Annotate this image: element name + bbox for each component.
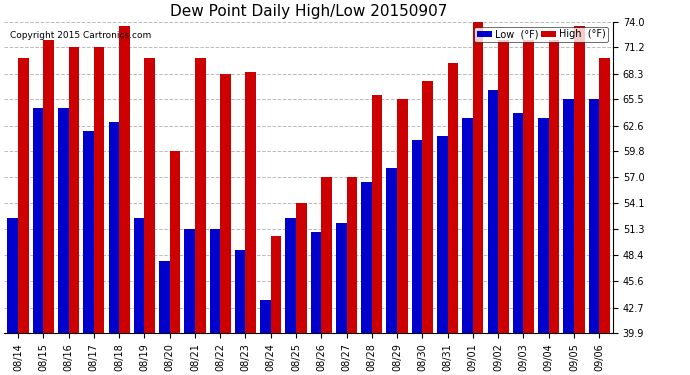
Bar bbox=[8, 218, 18, 375]
Bar bbox=[513, 113, 524, 375]
Bar bbox=[286, 218, 296, 375]
Bar bbox=[184, 229, 195, 375]
Bar bbox=[119, 26, 130, 375]
Bar bbox=[94, 47, 104, 375]
Title: Dew Point Daily High/Low 20150907: Dew Point Daily High/Low 20150907 bbox=[170, 4, 447, 19]
Bar bbox=[336, 223, 346, 375]
Bar bbox=[260, 300, 270, 375]
Bar bbox=[473, 17, 484, 375]
Bar bbox=[397, 99, 408, 375]
Bar bbox=[462, 118, 473, 375]
Bar bbox=[246, 72, 256, 375]
Bar bbox=[488, 90, 498, 375]
Legend: Low  (°F), High  (°F): Low (°F), High (°F) bbox=[474, 27, 608, 42]
Bar bbox=[32, 108, 43, 375]
Bar bbox=[372, 95, 382, 375]
Bar bbox=[170, 152, 180, 375]
Bar bbox=[589, 99, 599, 375]
Bar bbox=[108, 122, 119, 375]
Bar bbox=[361, 182, 372, 375]
Bar bbox=[220, 74, 231, 375]
Bar bbox=[43, 40, 54, 375]
Bar bbox=[346, 177, 357, 375]
Bar bbox=[422, 81, 433, 375]
Bar bbox=[412, 140, 422, 375]
Bar bbox=[498, 40, 509, 375]
Bar bbox=[159, 261, 170, 375]
Bar bbox=[448, 63, 458, 375]
Bar bbox=[599, 58, 610, 375]
Bar bbox=[235, 250, 246, 375]
Bar bbox=[437, 136, 448, 375]
Bar bbox=[524, 40, 534, 375]
Bar bbox=[210, 229, 220, 375]
Bar bbox=[386, 168, 397, 375]
Bar bbox=[310, 232, 322, 375]
Bar bbox=[270, 236, 282, 375]
Bar bbox=[322, 177, 332, 375]
Text: Copyright 2015 Cartronics.com: Copyright 2015 Cartronics.com bbox=[10, 31, 152, 40]
Bar bbox=[549, 40, 560, 375]
Bar bbox=[296, 204, 306, 375]
Bar bbox=[68, 47, 79, 375]
Bar bbox=[58, 108, 68, 375]
Bar bbox=[574, 26, 584, 375]
Bar bbox=[563, 99, 574, 375]
Bar bbox=[18, 58, 29, 375]
Bar bbox=[144, 58, 155, 375]
Bar bbox=[195, 58, 206, 375]
Bar bbox=[83, 131, 94, 375]
Bar bbox=[538, 118, 549, 375]
Bar bbox=[134, 218, 144, 375]
